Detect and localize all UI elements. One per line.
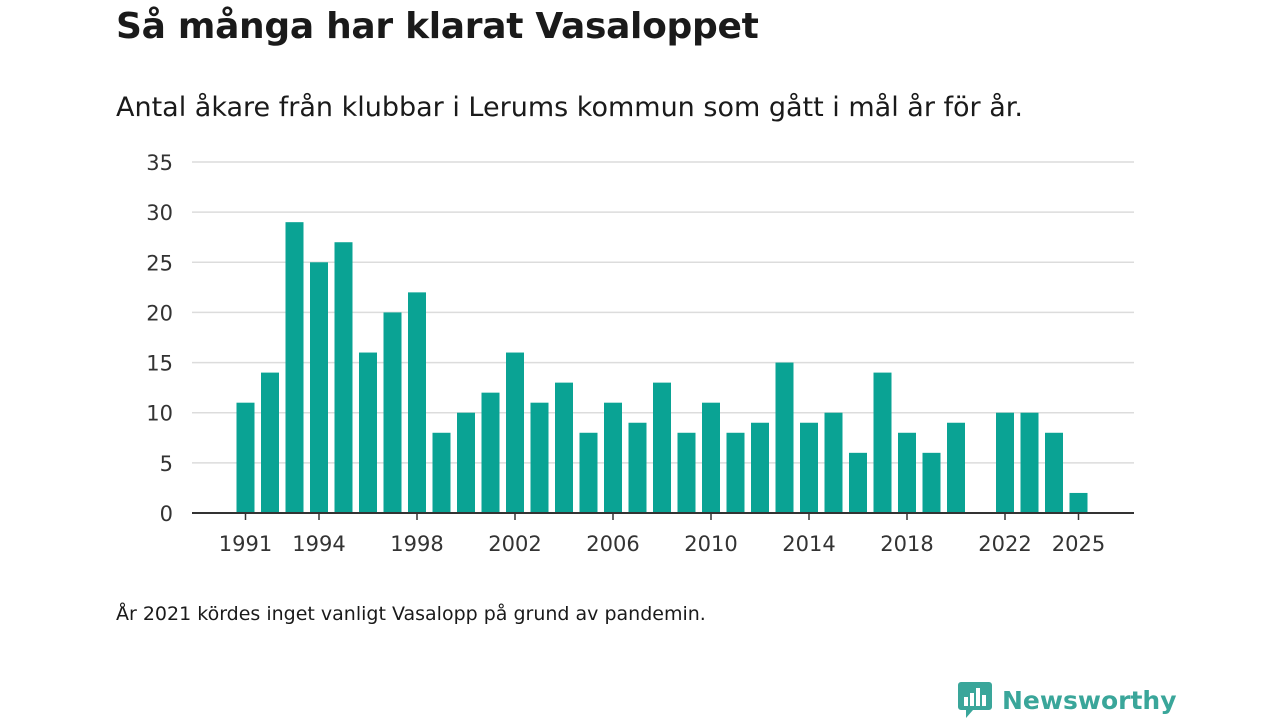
x-tick-label-2014: 2014: [782, 532, 835, 556]
bar-2012: [751, 422, 769, 513]
bar-2022: [996, 412, 1014, 513]
x-axis-ticks: 1991 1994 1998 2002 2006 2010 2014 2018 2022 2025: [219, 513, 1105, 556]
x-tick-label-1998: 1998: [390, 532, 443, 556]
bar-1997: [383, 312, 402, 513]
bar-2007: [628, 422, 647, 513]
bar-1998: [408, 292, 426, 513]
bar-2013: [775, 362, 794, 513]
bar-2015: [824, 412, 843, 513]
chart-title: Så många har klarat Vasaloppet: [116, 6, 759, 47]
x-tick-label-1991: 1991: [219, 532, 272, 556]
bar-2011: [726, 432, 745, 513]
bar-2019: [922, 452, 941, 513]
bar-1993: [285, 222, 304, 513]
bar-1999: [432, 432, 451, 513]
y-tick-label-25: 25: [146, 251, 173, 275]
bar-1995: [334, 242, 353, 513]
bar-2002: [506, 352, 524, 513]
bar-2003: [530, 402, 549, 513]
x-tick-label-2010: 2010: [684, 532, 737, 556]
bar-2018: [898, 432, 916, 513]
y-tick-label-5: 5: [160, 452, 173, 476]
bar-2000: [457, 412, 475, 513]
y-tick-label-20: 20: [146, 301, 173, 325]
bar-1991: [236, 402, 255, 513]
x-tick-label-2018: 2018: [880, 532, 933, 556]
y-tick-label-10: 10: [146, 402, 173, 426]
bar-1994: [310, 262, 328, 513]
y-tick-label-0: 0: [160, 502, 173, 526]
bar-1996: [359, 352, 377, 513]
y-tick-label-35: 35: [146, 151, 173, 175]
y-axis-ticks: 0 5 10 15 20 25 30 35: [146, 151, 173, 526]
bar-2009: [677, 432, 696, 513]
bar-2014: [800, 422, 818, 513]
bar-2023: [1020, 412, 1039, 513]
bar-1992: [261, 372, 279, 513]
bar-2025: [1069, 492, 1088, 513]
bar-2008: [653, 382, 671, 513]
bar-2004: [555, 382, 573, 513]
y-tick-label-30: 30: [146, 201, 173, 225]
bar-2017: [873, 372, 892, 513]
x-tick-label-2025: 2025: [1052, 532, 1105, 556]
bars: [236, 222, 1088, 513]
bar-2016: [849, 452, 867, 513]
y-tick-label-15: 15: [146, 352, 173, 376]
chart-subtitle: Antal åkare från klubbar i Lerums kommun…: [116, 92, 1023, 123]
bar-2005: [579, 432, 598, 513]
footnote: År 2021 kördes inget vanligt Vasalopp på…: [116, 603, 706, 625]
newsworthy-brand[interactable]: Newsworthy: [958, 680, 1177, 720]
x-tick-label-1994: 1994: [292, 532, 345, 556]
x-tick-label-2002: 2002: [488, 532, 541, 556]
newsworthy-logo-icon: [958, 682, 992, 718]
bar-2001: [481, 392, 500, 513]
bar-2020: [947, 422, 965, 513]
bar-2024: [1045, 432, 1063, 513]
brand-name: Newsworthy: [1002, 685, 1177, 715]
bar-2006: [604, 402, 622, 513]
x-tick-label-2006: 2006: [586, 532, 639, 556]
bar-2010: [702, 402, 720, 513]
x-tick-label-2022: 2022: [978, 532, 1031, 556]
